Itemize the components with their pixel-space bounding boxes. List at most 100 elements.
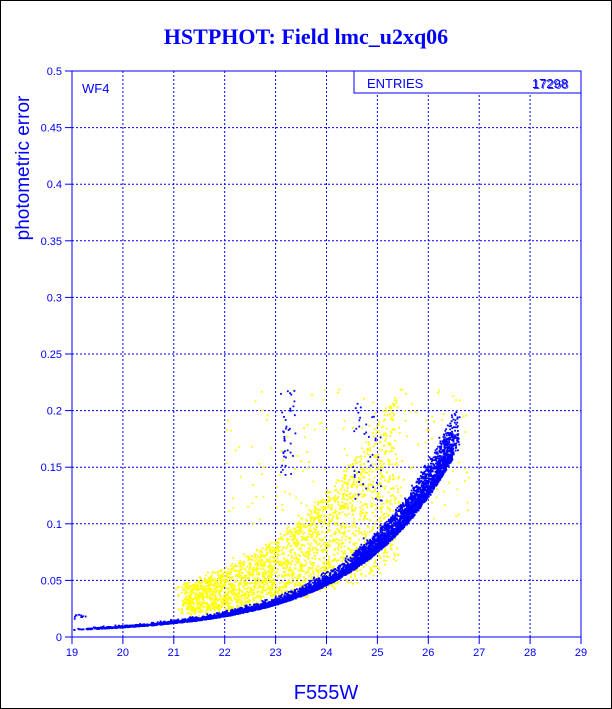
scatter-point bbox=[289, 545, 292, 547]
scatter-point bbox=[336, 521, 338, 524]
scatter-point bbox=[350, 581, 353, 584]
scatter-point bbox=[256, 565, 259, 567]
scatter-point bbox=[443, 469, 445, 472]
scatter-point bbox=[309, 524, 312, 527]
scatter-point bbox=[363, 503, 366, 506]
scatter-point bbox=[257, 578, 260, 581]
scatter-point bbox=[456, 488, 459, 491]
scatter-point bbox=[321, 550, 324, 553]
scatter-point bbox=[232, 583, 235, 586]
scatter-point bbox=[274, 561, 277, 564]
scatter-point bbox=[219, 580, 222, 582]
scatter-point bbox=[217, 608, 220, 611]
scatter-point bbox=[275, 551, 278, 554]
scatter-point bbox=[345, 502, 348, 505]
scatter-point bbox=[349, 537, 352, 540]
scatter-point bbox=[255, 567, 258, 570]
scatter-point bbox=[244, 583, 246, 585]
scatter-point bbox=[177, 608, 180, 611]
scatter-point bbox=[277, 560, 280, 563]
scatter-point bbox=[182, 612, 184, 615]
scatter-point bbox=[462, 415, 465, 418]
scatter-point bbox=[219, 593, 221, 595]
scatter-point bbox=[288, 530, 290, 533]
scatter-point bbox=[355, 497, 358, 500]
scatter-point bbox=[206, 613, 209, 616]
scatter-point bbox=[213, 595, 216, 598]
scatter-point bbox=[228, 572, 231, 574]
scatter-point bbox=[264, 571, 267, 574]
scatter-point bbox=[327, 521, 330, 524]
scatter-point bbox=[345, 470, 348, 473]
scatter-point bbox=[234, 595, 237, 597]
scatter-point bbox=[305, 561, 308, 564]
scatter-point bbox=[210, 588, 213, 591]
scatter-point bbox=[265, 578, 268, 581]
scatter-point bbox=[317, 514, 319, 517]
scatter-point bbox=[219, 605, 222, 607]
scatter-point bbox=[229, 573, 232, 576]
scatter-point bbox=[349, 501, 352, 504]
scatter-point bbox=[198, 592, 201, 595]
scatter-point bbox=[281, 562, 284, 565]
scatter-point bbox=[208, 587, 211, 590]
scatter-point bbox=[249, 574, 252, 577]
scatter-point bbox=[362, 511, 365, 514]
scatter-point bbox=[246, 577, 249, 579]
scatter-point bbox=[245, 601, 248, 603]
scatter-point bbox=[256, 591, 259, 594]
scatter-point bbox=[252, 566, 255, 569]
scatter-point bbox=[268, 563, 271, 565]
scatter-point bbox=[280, 538, 283, 541]
scatter-point bbox=[156, 621, 159, 624]
scatter-point bbox=[206, 571, 209, 574]
scatter-point bbox=[377, 465, 380, 468]
scatter-point bbox=[441, 456, 444, 459]
scatter-point bbox=[381, 466, 384, 469]
scatter-point bbox=[350, 551, 353, 554]
scatter-point bbox=[373, 490, 375, 493]
scatter-point bbox=[276, 568, 279, 570]
scatter-point bbox=[295, 531, 298, 534]
scatter-point bbox=[188, 612, 190, 615]
scatter-point bbox=[251, 558, 254, 561]
scatter-point bbox=[320, 545, 322, 548]
scatter-point bbox=[239, 565, 242, 568]
scatter-point bbox=[271, 587, 274, 589]
scatter-point bbox=[255, 570, 258, 573]
scatter-point bbox=[301, 584, 304, 587]
scatter-point bbox=[377, 498, 380, 501]
scatter-point bbox=[386, 499, 388, 502]
scatter-point bbox=[286, 563, 289, 566]
scatter-point bbox=[235, 600, 238, 602]
scatter-point bbox=[325, 553, 328, 555]
scatter-point bbox=[289, 530, 291, 533]
scatter-point bbox=[463, 480, 466, 482]
scatter-point bbox=[299, 562, 302, 565]
scatter-point bbox=[365, 563, 368, 566]
scatter-point bbox=[228, 587, 230, 590]
scatter-point bbox=[244, 592, 247, 595]
scatter-point bbox=[266, 593, 269, 596]
scatter-point bbox=[224, 592, 227, 595]
scatter-point bbox=[241, 600, 244, 603]
scatter-point bbox=[366, 449, 369, 452]
scatter-point bbox=[276, 575, 279, 578]
scatter-point bbox=[216, 586, 219, 588]
scatter-point bbox=[413, 497, 416, 500]
scatter-point bbox=[318, 543, 321, 545]
scatter-point bbox=[320, 422, 323, 424]
scatter-point bbox=[207, 608, 210, 611]
scatter-point bbox=[322, 498, 325, 501]
scatter-point bbox=[269, 588, 271, 591]
scatter-point bbox=[189, 596, 192, 599]
scatter-point bbox=[394, 559, 397, 562]
scatter-point bbox=[348, 497, 351, 500]
scatter-point bbox=[325, 514, 328, 517]
scatter-point bbox=[227, 568, 230, 570]
scatter-point bbox=[394, 538, 397, 541]
scatter-point bbox=[291, 534, 294, 537]
scatter-point bbox=[325, 545, 328, 547]
scatter-point bbox=[244, 576, 246, 579]
scatter-point bbox=[411, 465, 414, 468]
